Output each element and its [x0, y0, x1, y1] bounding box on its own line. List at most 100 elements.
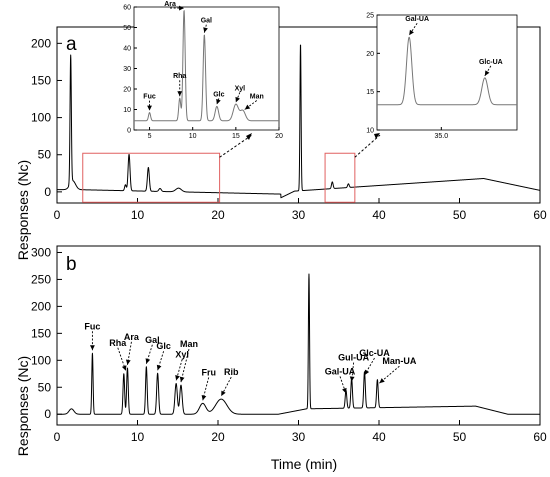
panel-a-x-tick-label: 50	[453, 208, 467, 222]
panel-a-x-tick-label: 60	[533, 208, 547, 222]
inset-peak-label: Gal	[201, 18, 212, 25]
inset-peak-arrowhead	[177, 91, 183, 97]
inset-uronic-acids-y-tick-label: 20	[366, 51, 374, 58]
inset-uronic-acids-trace	[376, 36, 518, 106]
panel-b-x-tick-label: 30	[292, 430, 306, 444]
panel-b-x-tick-label: 40	[372, 430, 386, 444]
panel-b-y-tick-label: 250	[31, 272, 51, 286]
panel-b-peak-arrow	[117, 347, 127, 371]
panel-b: 0 10 20 30 40 50 60 0 50 100 150 200 250 300	[31, 245, 547, 444]
panel-b-x-tick-label: 0	[54, 430, 61, 444]
panel-b-y-tick-label: 50	[38, 380, 52, 394]
panel-a-x-tick-label: 0	[54, 208, 61, 222]
panel-a-zoom-markers	[82, 133, 381, 203]
inset-uronic-acids-x-tick-label: 35.0	[435, 133, 449, 140]
panel-b-peak-arrowhead	[125, 359, 131, 365]
panel-b-y-tick-label: 0	[44, 407, 51, 421]
panel-a-label: a	[66, 34, 77, 55]
panel-b-peak-arrowhead	[90, 345, 95, 351]
zoom-connector	[219, 134, 253, 158]
inset-uronic-acids-y-tick-label: 25	[366, 13, 374, 20]
panel-a-x-tick-label: 10	[131, 208, 145, 222]
panel-b-peak-label: Fuc	[84, 321, 100, 331]
panel-b-x-tick-label: 20	[211, 430, 225, 444]
inset-peak-label: Xyl	[235, 85, 246, 92]
inset-peak-arrowhead	[244, 104, 251, 110]
inset-monosaccharides-trace	[133, 10, 280, 122]
panel-b-peak-arrowhead	[175, 375, 180, 381]
panel-b-y-tick-label: 150	[31, 326, 51, 340]
panel-b-peak-arrowhead	[145, 358, 151, 364]
panel-b-peak-arrowhead	[221, 390, 226, 397]
inset-peak-label: Glc	[213, 91, 224, 98]
inset-uronic-acids: 35.0 10 15 20 25 Gal-UA Glc-UA	[366, 13, 518, 140]
inset-monosaccharides-y-tick-label: 10	[123, 107, 131, 114]
panel-b-peak-label: Man	[180, 339, 198, 349]
panel-a-y-tick-label: 200	[31, 36, 51, 50]
zoom-connector-arrowhead	[246, 133, 252, 140]
inset-peak-arrowhead	[484, 70, 490, 76]
inset-monosaccharides-x-tick-label: 15	[232, 133, 240, 140]
inset-peak-arrowhead	[235, 96, 240, 103]
inset-monosaccharides-y-tick-label: 0	[127, 128, 131, 135]
panel-a-y-tick-label: 0	[44, 185, 51, 199]
inset-peak-arrowhead	[216, 98, 221, 105]
x-axis-title: Time (min)	[271, 456, 337, 472]
inset-monosaccharides-x-tick-label: 5	[148, 133, 152, 140]
panel-a-y-tick-label: 150	[31, 73, 51, 87]
zoom-region-box	[82, 152, 221, 203]
panel-a-y-tick-label: 50	[38, 148, 52, 162]
inset-monosaccharides-x-tick-label: 20	[275, 133, 283, 140]
inset-monosaccharides-y-tick-label: 60	[123, 5, 131, 12]
inset-peak-arrowhead	[409, 29, 414, 36]
panel-b-peak-arrowhead	[179, 376, 185, 383]
inset-monosaccharides-y-tick-label: 40	[123, 46, 131, 53]
panel-b-label: b	[66, 254, 77, 275]
panel-b-peak-label: Gal-UA	[325, 366, 356, 376]
panel-b-peak-label: Rib	[224, 367, 239, 377]
panel-b-x-tick-label: 60	[533, 430, 547, 444]
panel-b-y-axis-title: Responses (Nc)	[15, 356, 31, 456]
panel-b-peak-label: Gal	[145, 335, 160, 345]
panel-a-x-tick-label: 20	[211, 208, 225, 222]
inset-peak-arrow	[484, 65, 492, 77]
panel-a-y-axis-title: Responses (Nc)	[15, 160, 31, 260]
panel-b-peak-label: Rha	[109, 338, 127, 348]
inset-monosaccharides-y-tick-label: 20	[123, 87, 131, 94]
panel-b-peak-arrowhead	[156, 364, 162, 371]
zoom-region-box	[324, 152, 356, 203]
inset-peak-label: Fuc	[143, 94, 156, 101]
inset-peak-label: Glc-UA	[479, 59, 503, 66]
inset-uronic-acids-y-tick-label: 15	[366, 89, 374, 96]
panel-b-peak-arrowhead	[201, 394, 207, 401]
panel-b-x-tick-label: 50	[453, 430, 467, 444]
panel-b-peak-label: Xyl	[175, 349, 189, 359]
panel-b-x-tick-label: 10	[131, 430, 145, 444]
panel-b-chromatogram-trace	[56, 273, 541, 415]
panel-b-peak-arrowhead	[121, 365, 127, 371]
zoom-connector-arrowhead	[374, 133, 380, 139]
panel-b-peak-label: Ara	[124, 332, 140, 342]
panel-a-y-tick-label: 100	[31, 111, 51, 125]
panel-a-x-tick-label: 30	[292, 208, 306, 222]
inset-uronic-acids-frame	[376, 14, 518, 131]
inset-peak-label: Gal-UA	[405, 16, 429, 23]
panel-b-peak-arrowhead	[364, 369, 370, 376]
panel-b-peak-arrowhead	[379, 378, 385, 384]
panel-a-x-tick-label: 40	[372, 208, 386, 222]
inset-peak-label: Ara	[164, 1, 176, 8]
panel-b-y-tick-label: 100	[31, 353, 51, 367]
panel-b-peak-label: Fru	[201, 367, 216, 377]
panel-b-peak-arrowhead	[349, 376, 355, 382]
inset-peak-arrowhead	[147, 105, 152, 111]
panel-b-peak-label: Glc	[156, 341, 171, 351]
panel-a-chromatogram-trace	[56, 44, 541, 199]
inset-monosaccharides-y-tick-label: 30	[123, 66, 131, 73]
panel-b-peak-arrowhead	[342, 387, 347, 394]
panel-b-peak-label: Man-UA	[382, 356, 416, 366]
panel-b-peak-label: Gul-UA	[338, 353, 369, 363]
inset-monosaccharides-y-tick-label: 50	[123, 25, 131, 32]
inset-monosaccharides: 5 10 15 20 0 10 20 30 40 50 60 Fuc Rha Ara Gal Glc Xyl Ma…	[123, 1, 283, 140]
inset-peak-arrowhead	[179, 5, 185, 11]
